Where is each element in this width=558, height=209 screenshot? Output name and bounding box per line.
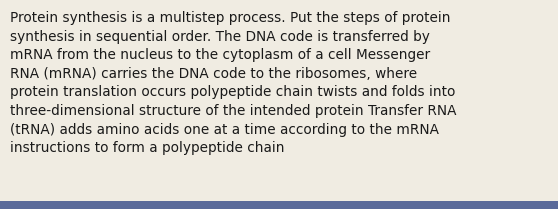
- Text: Protein synthesis is a multistep process. Put the steps of protein
synthesis in : Protein synthesis is a multistep process…: [10, 11, 456, 155]
- Bar: [0, 201, 558, 209]
